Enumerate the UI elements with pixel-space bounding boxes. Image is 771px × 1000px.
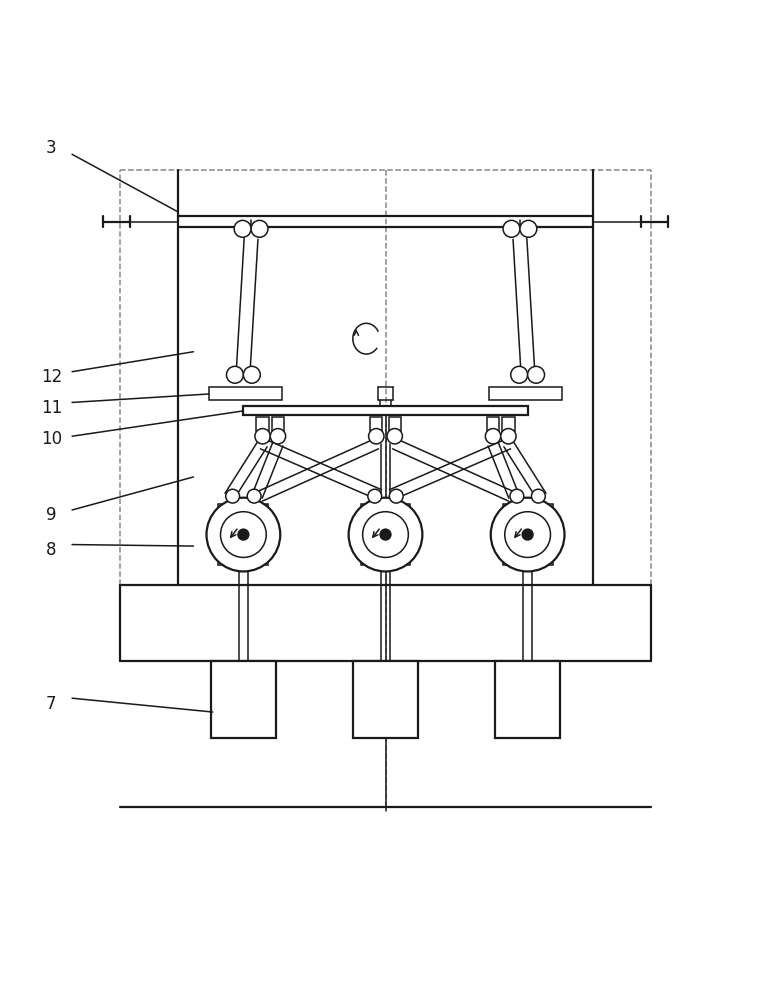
- Circle shape: [505, 512, 550, 557]
- Bar: [495, 661, 561, 738]
- Circle shape: [238, 529, 249, 540]
- Circle shape: [531, 489, 545, 503]
- Circle shape: [369, 429, 384, 444]
- Text: 12: 12: [41, 368, 62, 386]
- Text: 8: 8: [46, 541, 56, 559]
- Circle shape: [491, 498, 564, 571]
- Circle shape: [348, 498, 423, 571]
- Circle shape: [362, 512, 409, 557]
- Circle shape: [520, 220, 537, 237]
- Bar: [257, 417, 269, 431]
- Bar: [272, 417, 284, 431]
- Circle shape: [244, 366, 261, 383]
- Circle shape: [500, 429, 516, 444]
- Circle shape: [255, 429, 271, 444]
- Circle shape: [221, 512, 266, 557]
- Text: 11: 11: [41, 399, 62, 417]
- Circle shape: [226, 489, 240, 503]
- Bar: [370, 417, 382, 431]
- Bar: [210, 661, 276, 738]
- Bar: [493, 523, 503, 546]
- Text: 3: 3: [46, 139, 56, 157]
- Circle shape: [486, 429, 500, 444]
- Bar: [353, 661, 418, 738]
- Circle shape: [380, 529, 391, 540]
- Text: 9: 9: [46, 506, 56, 524]
- Circle shape: [510, 366, 527, 383]
- Bar: [410, 523, 419, 546]
- Circle shape: [207, 498, 280, 571]
- Circle shape: [251, 220, 268, 237]
- Circle shape: [227, 366, 244, 383]
- Bar: [352, 523, 361, 546]
- Bar: [553, 523, 562, 546]
- Bar: [503, 504, 553, 565]
- Circle shape: [247, 489, 261, 503]
- Circle shape: [389, 489, 403, 503]
- Bar: [487, 417, 499, 431]
- Circle shape: [234, 220, 251, 237]
- Bar: [361, 504, 410, 565]
- Bar: [389, 417, 401, 431]
- Circle shape: [510, 489, 524, 503]
- Circle shape: [527, 366, 544, 383]
- Bar: [209, 523, 218, 546]
- Circle shape: [387, 429, 402, 444]
- Text: 10: 10: [41, 430, 62, 448]
- Circle shape: [503, 220, 520, 237]
- Circle shape: [368, 489, 382, 503]
- Circle shape: [522, 529, 533, 540]
- Bar: [490, 387, 562, 400]
- Bar: [268, 523, 278, 546]
- Bar: [209, 387, 281, 400]
- Circle shape: [271, 429, 285, 444]
- Bar: [244, 406, 527, 415]
- Text: 7: 7: [46, 695, 56, 713]
- Bar: [502, 417, 514, 431]
- Bar: [218, 504, 268, 565]
